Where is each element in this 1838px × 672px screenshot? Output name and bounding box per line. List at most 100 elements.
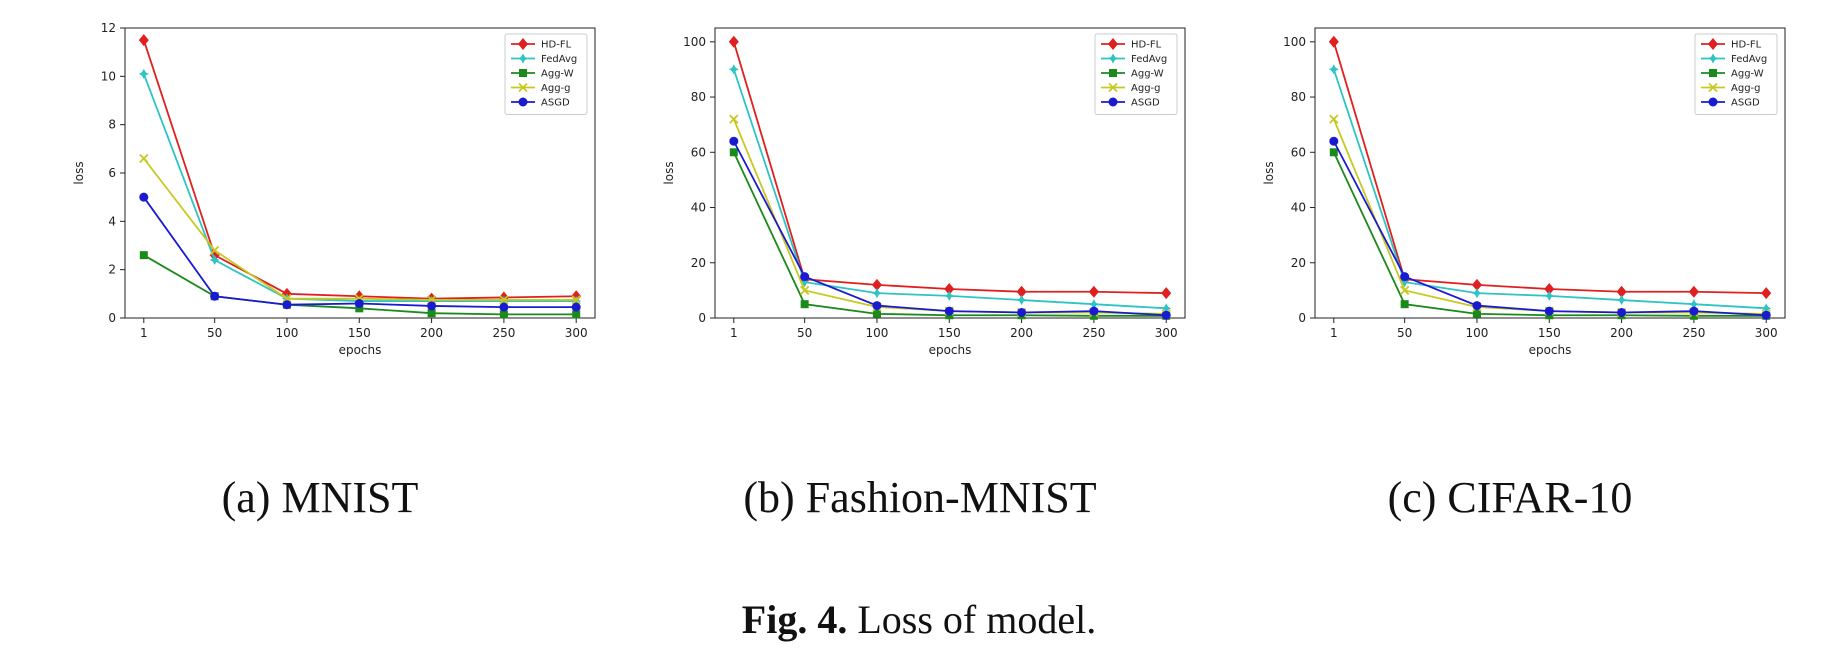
- data-point-asgd: [1017, 307, 1027, 317]
- data-point-fedavg: [944, 290, 955, 301]
- legend-box: [504, 33, 588, 115]
- subcaption-fashion-mnist: (b) Fashion-MNIST: [743, 473, 1097, 522]
- data-point-agg-g: [729, 114, 739, 124]
- data-point-agg-w: [139, 251, 148, 260]
- y-tick-label: 8: [108, 118, 116, 132]
- y-tick-label: 80: [691, 90, 706, 104]
- series-fedavg: [728, 64, 1172, 314]
- data-point-agg-g: [139, 153, 149, 164]
- data-point-agg-g: [800, 285, 810, 296]
- data-point-agg-w: [499, 310, 508, 319]
- data-point-agg-w: [729, 148, 738, 157]
- legend: HD-FL FedAvg Agg-W Agg-g ASGD: [1094, 33, 1178, 115]
- figure-text: Loss of model.: [847, 597, 1097, 642]
- x-tick-label: 150: [938, 326, 961, 340]
- legend-marker-agg-g: [518, 82, 528, 93]
- legend-label-asgd: ASGD: [1131, 98, 1160, 109]
- y-axis-label: loss: [72, 161, 86, 184]
- legend-marker-agg-w: [1709, 69, 1717, 77]
- legend-marker-asgd: [518, 97, 528, 107]
- data-point-agg-g: [499, 295, 509, 305]
- y-tick-label: 60: [1291, 145, 1306, 159]
- data-point-hd-fl: [1544, 283, 1555, 295]
- x-tick-label: 50: [207, 326, 222, 340]
- subcaption-cifar10: (c) CIFAR-10: [1387, 473, 1633, 522]
- data-point-fedavg: [1761, 303, 1772, 314]
- legend: HD-FL FedAvg Agg-W Agg-g ASGD: [504, 33, 588, 115]
- chart-panel-mnist: 1 50 100 150 200 250 300 0 2 4 6 8 10 12 epochs loss HD-…: [30, 0, 630, 430]
- legend-label-asgd: ASGD: [1731, 98, 1760, 109]
- data-point-fedavg: [1471, 288, 1482, 299]
- legend: HD-FL FedAvg Agg-W Agg-g ASGD: [1694, 33, 1778, 115]
- data-point-asgd: [571, 302, 581, 312]
- data-point-hd-fl: [944, 283, 955, 295]
- data-point-fedavg: [1328, 64, 1339, 75]
- chart-mnist: 1 50 100 150 200 250 300024681012epochslossHD-…: [72, 21, 596, 357]
- data-point-hd-fl: [1161, 287, 1172, 300]
- legend-label-hd-fl: HD-FL: [1131, 40, 1162, 51]
- series-asgd: [729, 136, 1171, 320]
- data-point-hd-fl: [728, 35, 739, 48]
- data-point-fedavg: [1016, 295, 1027, 306]
- x-tick-label: 150: [348, 326, 371, 340]
- data-point-asgd: [872, 301, 882, 311]
- legend-label-hd-fl: HD-FL: [541, 40, 572, 51]
- x-tick-label: 250: [1682, 326, 1705, 340]
- legend-label-fedavg: FedAvg: [1731, 54, 1767, 65]
- data-point-hd-fl: [138, 34, 149, 47]
- data-point-asgd: [800, 272, 810, 282]
- data-point-asgd: [427, 301, 437, 311]
- legend-label-asgd: ASGD: [541, 98, 570, 109]
- x-tick-label: 200: [1610, 326, 1633, 340]
- chart-cifar10: 1 50 100 150 200 250 300020406080100epochsloss…: [1262, 27, 1786, 357]
- data-point-fedavg: [1616, 295, 1627, 306]
- y-tick-label: 20: [691, 256, 706, 270]
- chart-panel-fashion-mnist: 1 50 100 150 200 250 300 0 20 40 60 80 100 epochs loss…: [620, 0, 1220, 430]
- data-point-agg-g: [571, 295, 581, 305]
- x-tick-label: 50: [797, 326, 812, 340]
- data-point-agg-w: [355, 304, 364, 313]
- legend-marker-hd-fl: [518, 38, 528, 50]
- data-point-asgd: [1472, 301, 1482, 311]
- data-point-agg-w: [1329, 148, 1338, 157]
- x-tick-label: 200: [420, 326, 443, 340]
- data-point-asgd: [499, 302, 509, 312]
- y-tick-label: 0: [108, 311, 116, 325]
- data-point-fedavg: [871, 288, 882, 299]
- x-tick-label: 1: [1330, 326, 1338, 340]
- x-tick-label: 1: [140, 326, 148, 340]
- data-point-agg-w: [800, 300, 809, 309]
- x-axis-label: epochs: [1529, 343, 1572, 357]
- data-point-asgd: [282, 300, 292, 310]
- data-point-asgd: [1089, 306, 1099, 316]
- x-tick-label: 50: [1397, 326, 1412, 340]
- y-tick-label: 80: [1291, 90, 1306, 104]
- series-line-asgd: [143, 196, 577, 309]
- legend-marker-agg-g: [1708, 82, 1718, 93]
- data-point-fedavg: [1688, 299, 1699, 310]
- x-tick-label: 100: [1466, 326, 1489, 340]
- x-tick-label: 250: [492, 326, 515, 340]
- y-tick-label: 2: [108, 263, 116, 277]
- series-asgd: [1329, 136, 1771, 320]
- data-point-fedavg: [209, 255, 220, 265]
- series-asgd: [139, 192, 581, 312]
- data-point-asgd: [729, 136, 739, 146]
- legend-marker-agg-w: [519, 69, 527, 77]
- x-axis-label: epochs: [929, 343, 972, 357]
- data-point-hd-fl: [1616, 285, 1627, 298]
- data-point-asgd: [139, 192, 149, 202]
- x-tick-label: 300: [565, 326, 588, 340]
- data-point-hd-fl: [1088, 285, 1099, 298]
- data-point-agg-w: [1472, 309, 1481, 318]
- data-point-agg-w: [1689, 311, 1698, 320]
- data-point-hd-fl: [1328, 35, 1339, 48]
- data-point-fedavg: [1544, 290, 1555, 301]
- data-point-asgd: [354, 299, 364, 308]
- data-point-agg-g: [1400, 285, 1410, 296]
- y-tick-label: 20: [1291, 256, 1306, 270]
- y-axis-label: loss: [1262, 161, 1276, 184]
- legend-label-agg-w: Agg-W: [541, 69, 574, 80]
- y-tick-label: 100: [1283, 35, 1306, 49]
- data-point-hd-fl: [1016, 285, 1027, 298]
